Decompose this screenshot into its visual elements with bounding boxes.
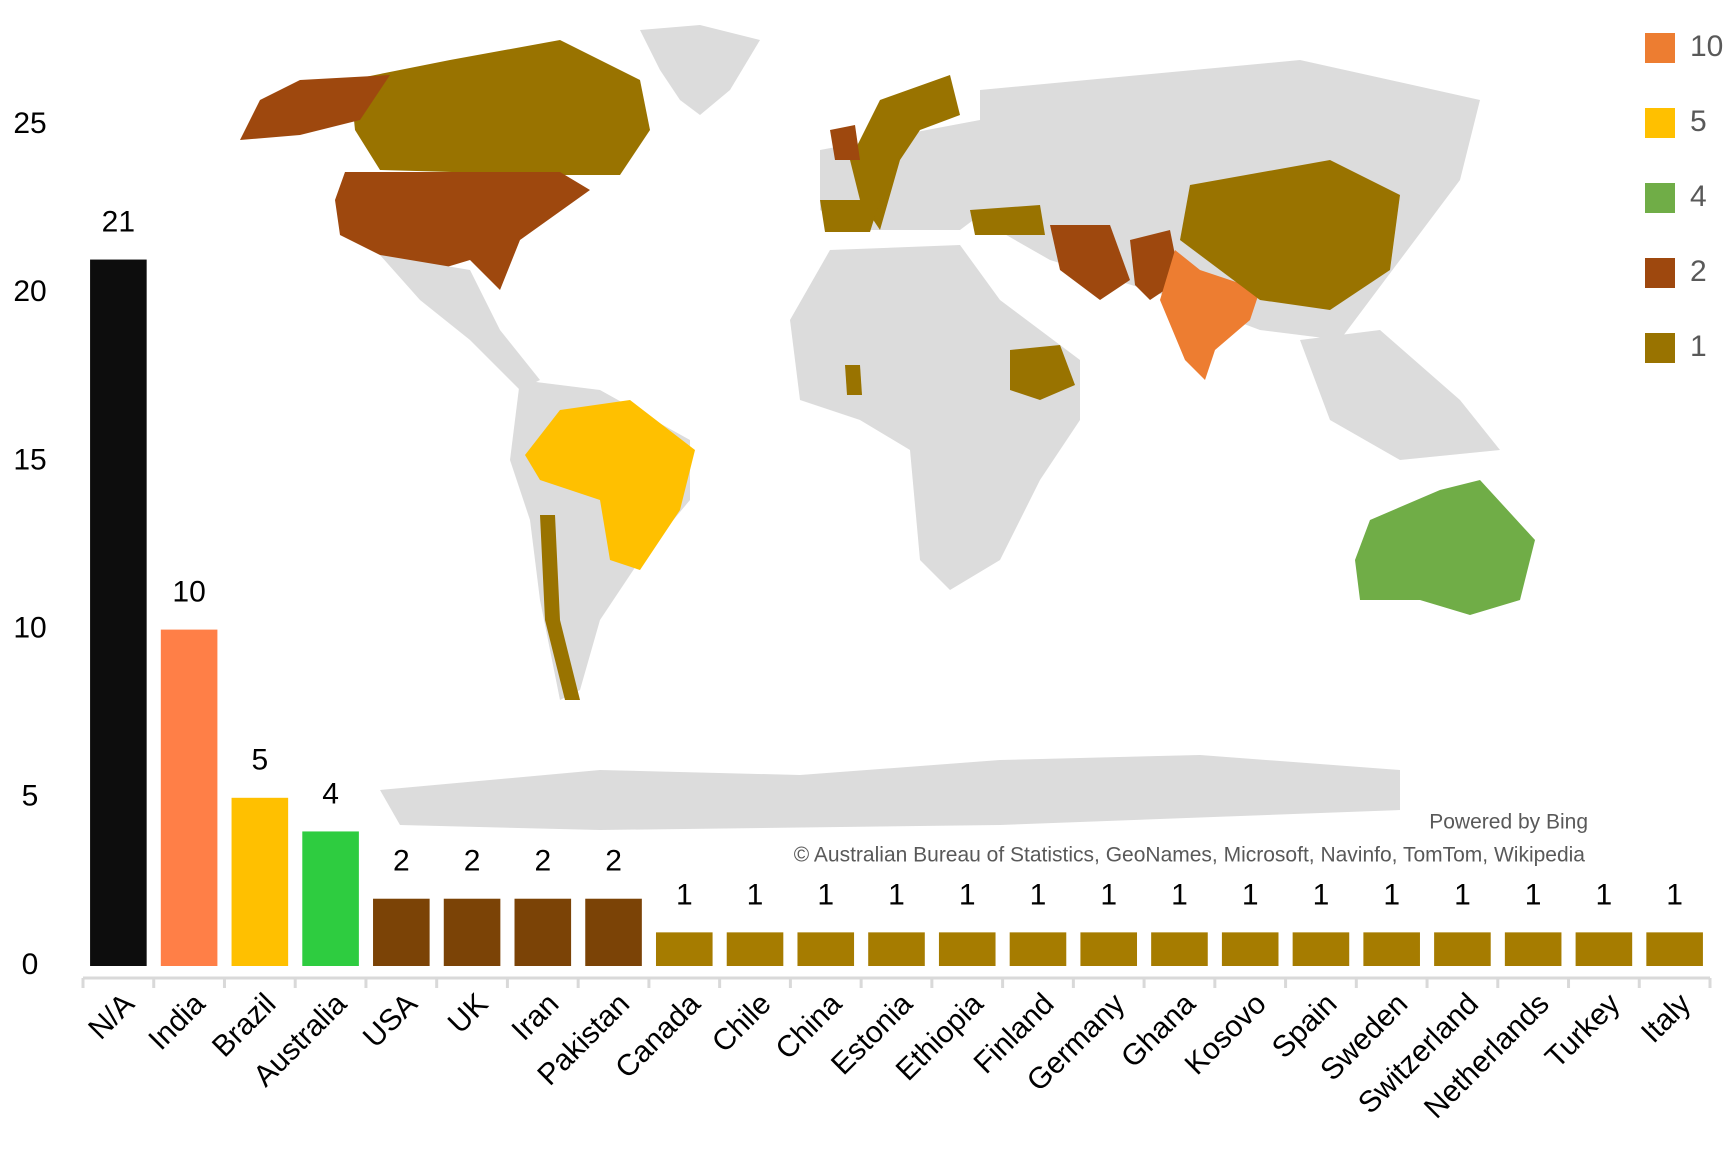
map-china bbox=[1180, 160, 1400, 310]
bar bbox=[90, 259, 147, 966]
bar bbox=[585, 898, 642, 966]
legend-label: 2 bbox=[1690, 255, 1707, 288]
map-alaska bbox=[240, 75, 390, 140]
bar bbox=[1363, 932, 1420, 966]
bar bbox=[373, 898, 430, 966]
data-label: 1 bbox=[676, 878, 693, 911]
x-tick-label: India bbox=[142, 987, 212, 1057]
data-label: 1 bbox=[1171, 878, 1188, 911]
data-label: 2 bbox=[393, 845, 410, 878]
x-tick-label: UK bbox=[442, 987, 495, 1040]
bar bbox=[1292, 932, 1350, 966]
bar bbox=[1080, 932, 1138, 966]
map-europe-highlight bbox=[850, 75, 960, 230]
data-label: 2 bbox=[534, 845, 551, 878]
x-tick-label: Iran bbox=[505, 987, 565, 1047]
data-label: 1 bbox=[959, 878, 976, 911]
data-label: 1 bbox=[1525, 878, 1542, 911]
map-brazil bbox=[525, 400, 695, 570]
legend-swatch bbox=[1645, 258, 1675, 288]
data-label: 1 bbox=[817, 878, 834, 911]
bar bbox=[1504, 932, 1562, 966]
bar bbox=[1575, 932, 1633, 966]
data-label: 10 bbox=[172, 576, 205, 609]
y-tick-label: 10 bbox=[13, 612, 46, 645]
y-tick-label: 25 bbox=[13, 107, 46, 140]
data-label: 1 bbox=[1030, 878, 1047, 911]
bar bbox=[726, 932, 784, 966]
bar bbox=[938, 932, 996, 966]
data-label: 2 bbox=[605, 845, 622, 878]
data-label: 1 bbox=[888, 878, 905, 911]
map-uk bbox=[830, 125, 860, 160]
bar bbox=[655, 932, 713, 966]
y-tick-label: 0 bbox=[22, 948, 39, 981]
bar bbox=[1646, 932, 1703, 966]
data-label: 1 bbox=[1596, 878, 1613, 911]
bar bbox=[302, 831, 359, 966]
map-turkey bbox=[970, 205, 1045, 235]
map-north-america bbox=[350, 40, 650, 175]
map-india bbox=[1160, 250, 1260, 380]
map-central-america bbox=[380, 255, 540, 390]
bar bbox=[797, 932, 855, 966]
data-label: 1 bbox=[1313, 878, 1330, 911]
legend-swatch bbox=[1645, 333, 1675, 363]
world-map bbox=[240, 25, 1535, 830]
data-label: 1 bbox=[747, 878, 764, 911]
map-greenland bbox=[640, 25, 760, 115]
map-iran bbox=[1050, 225, 1130, 300]
x-tick-label: N/A bbox=[82, 987, 141, 1046]
data-label: 1 bbox=[1666, 878, 1683, 911]
y-tick-label: 5 bbox=[22, 780, 39, 813]
map-spain bbox=[820, 200, 880, 232]
data-label: 1 bbox=[1100, 878, 1117, 911]
legend-label: 4 bbox=[1690, 180, 1707, 213]
bar bbox=[1221, 932, 1279, 966]
data-label: 1 bbox=[1242, 878, 1259, 911]
map-australia bbox=[1355, 480, 1535, 615]
map-southeast-asia bbox=[1300, 330, 1500, 460]
x-tick-label: USA bbox=[357, 987, 424, 1054]
legend-label: 5 bbox=[1690, 105, 1707, 138]
bar bbox=[1151, 932, 1208, 966]
legend-label: 1 bbox=[1690, 330, 1707, 363]
map-attribution: © Australian Bureau of Statistics, GeoNa… bbox=[794, 844, 1586, 867]
bar bbox=[1009, 932, 1067, 966]
data-label: 5 bbox=[252, 744, 269, 777]
bar bbox=[231, 797, 289, 966]
x-tick-label: Turkey bbox=[1539, 987, 1626, 1074]
map-chile bbox=[540, 515, 580, 700]
bar bbox=[443, 898, 501, 966]
x-tick-label: Chile bbox=[706, 987, 778, 1059]
map-ethiopia bbox=[1010, 345, 1075, 400]
data-label: 21 bbox=[102, 205, 135, 238]
bar bbox=[160, 629, 218, 966]
y-tick-label: 20 bbox=[13, 275, 46, 308]
bar bbox=[1434, 932, 1491, 966]
y-tick-label: 15 bbox=[13, 443, 46, 476]
map-africa bbox=[790, 245, 1080, 590]
legend-label: 10 bbox=[1690, 30, 1723, 63]
data-label: 4 bbox=[322, 777, 339, 810]
x-tick-label: Italy bbox=[1635, 987, 1697, 1049]
bar bbox=[514, 898, 572, 966]
bar bbox=[868, 932, 925, 966]
legend-swatch bbox=[1645, 183, 1675, 213]
data-label: 1 bbox=[1383, 878, 1400, 911]
legend-swatch bbox=[1645, 108, 1675, 138]
data-label: 1 bbox=[1454, 878, 1471, 911]
map-credit: Powered by Bing bbox=[1429, 811, 1588, 834]
data-label: 2 bbox=[464, 845, 481, 878]
legend-swatch bbox=[1645, 33, 1675, 63]
map-ghana bbox=[845, 365, 862, 395]
map-antarctica bbox=[380, 755, 1400, 830]
